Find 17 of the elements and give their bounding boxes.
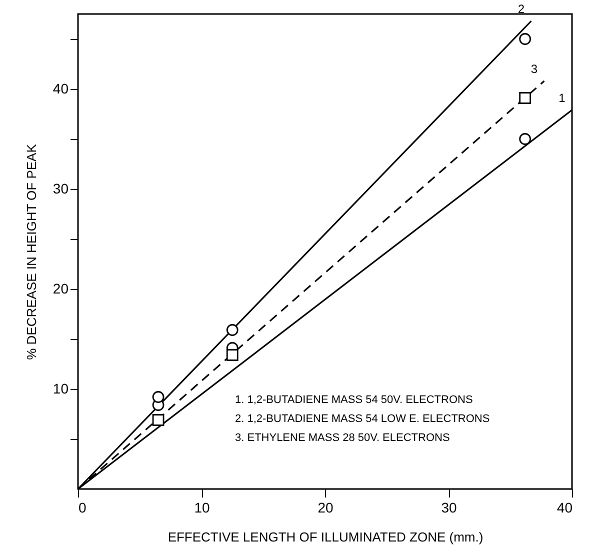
y-tick-label: 10: [52, 380, 69, 396]
x-tick-label: 0: [78, 500, 86, 516]
annotation: 1. 1,2-BUTADIENE MASS 54 50V. ELECTRONS: [235, 394, 473, 406]
series-label: 2: [518, 2, 525, 16]
y-tick-label: 30: [52, 180, 69, 196]
annotation: 3. ETHYLENE MASS 28 50V. ELECTRONS: [235, 432, 450, 444]
annotation: 2. 1,2-BUTADIENE MASS 54 LOW E. ELECTRONS: [235, 413, 490, 425]
y-tick-label: 40: [52, 80, 69, 96]
x-tick-label: 10: [194, 500, 210, 516]
y-axis-title: % DECREASE IN HEIGHT OF PEAK: [24, 144, 39, 360]
series-label: 3: [530, 62, 538, 76]
x-tick-label: 40: [556, 500, 573, 516]
x-tick-label: 20: [318, 500, 334, 516]
series-label: 1: [558, 91, 566, 105]
x-axis-title: EFFECTIVE LENGTH OF ILLUMINATED ZONE (mm.): [168, 530, 484, 544]
x-tick-label: 30: [441, 500, 457, 516]
y-tick-label: 20: [52, 280, 69, 296]
